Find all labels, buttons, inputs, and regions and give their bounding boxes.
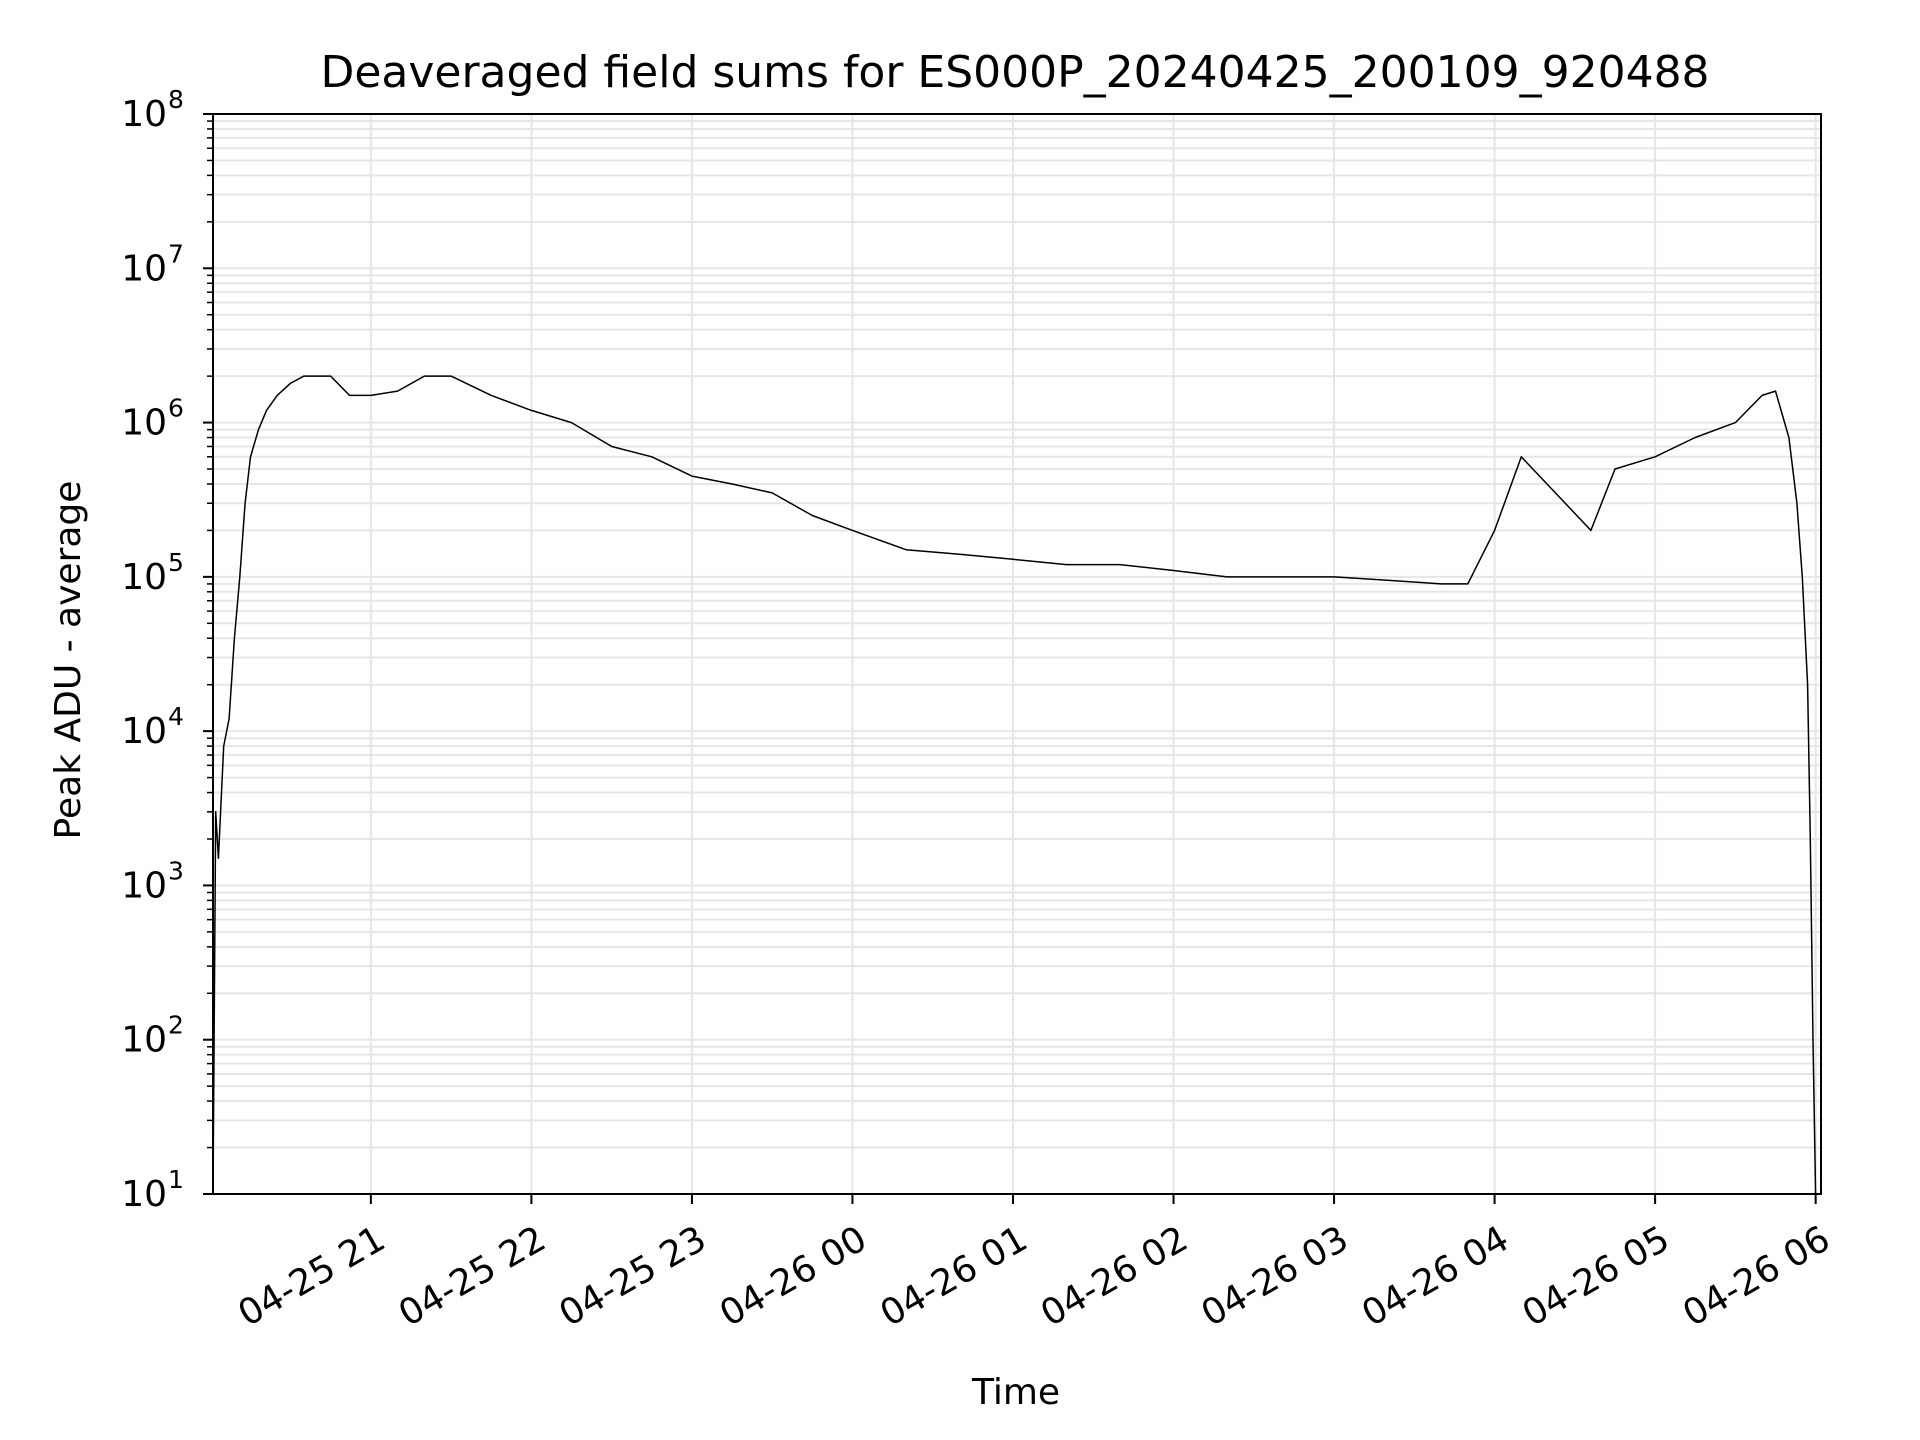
y-tick-label: 10 (121, 711, 167, 752)
y-tick-base: 10 (121, 248, 167, 289)
y-tick-exponent: 2 (168, 1011, 184, 1040)
y-tick-exponent: 3 (168, 856, 184, 885)
y-tick-label: 10 (121, 94, 167, 135)
y-tick-exponent: 4 (168, 702, 184, 731)
y-tick-label: 10 (121, 557, 167, 598)
y-tick-exponent: 7 (168, 239, 184, 268)
x-axis-label: Time (971, 1372, 1060, 1413)
chart-title: Deaveraged field sums for ES000P_2024042… (320, 47, 1709, 98)
y-tick-exponent: 8 (168, 85, 184, 114)
y-tick-label: 10 (121, 403, 167, 444)
y-axis-label: Peak ADU - average (48, 481, 89, 840)
y-tick-base: 10 (121, 1174, 167, 1215)
y-tick-exponent: 5 (168, 548, 184, 577)
y-tick-label: 10 (121, 865, 167, 906)
y-tick-label: 10 (121, 248, 167, 289)
plot-frame (212, 113, 1822, 1195)
y-tick-base: 10 (121, 1020, 167, 1061)
y-tick-base: 10 (121, 94, 167, 135)
y-tick-exponent: 1 (168, 1165, 184, 1194)
y-tick-exponent: 6 (168, 394, 184, 423)
y-tick-base: 10 (121, 865, 167, 906)
y-tick-label: 10 (121, 1020, 167, 1061)
series-line (212, 375, 1817, 1195)
y-tick-base: 10 (121, 711, 167, 752)
y-tick-label: 10 (121, 1174, 167, 1215)
series-layer (212, 375, 1817, 1195)
y-tick-base: 10 (121, 403, 167, 444)
grid (213, 114, 1821, 1195)
y-tick-base: 10 (121, 557, 167, 598)
